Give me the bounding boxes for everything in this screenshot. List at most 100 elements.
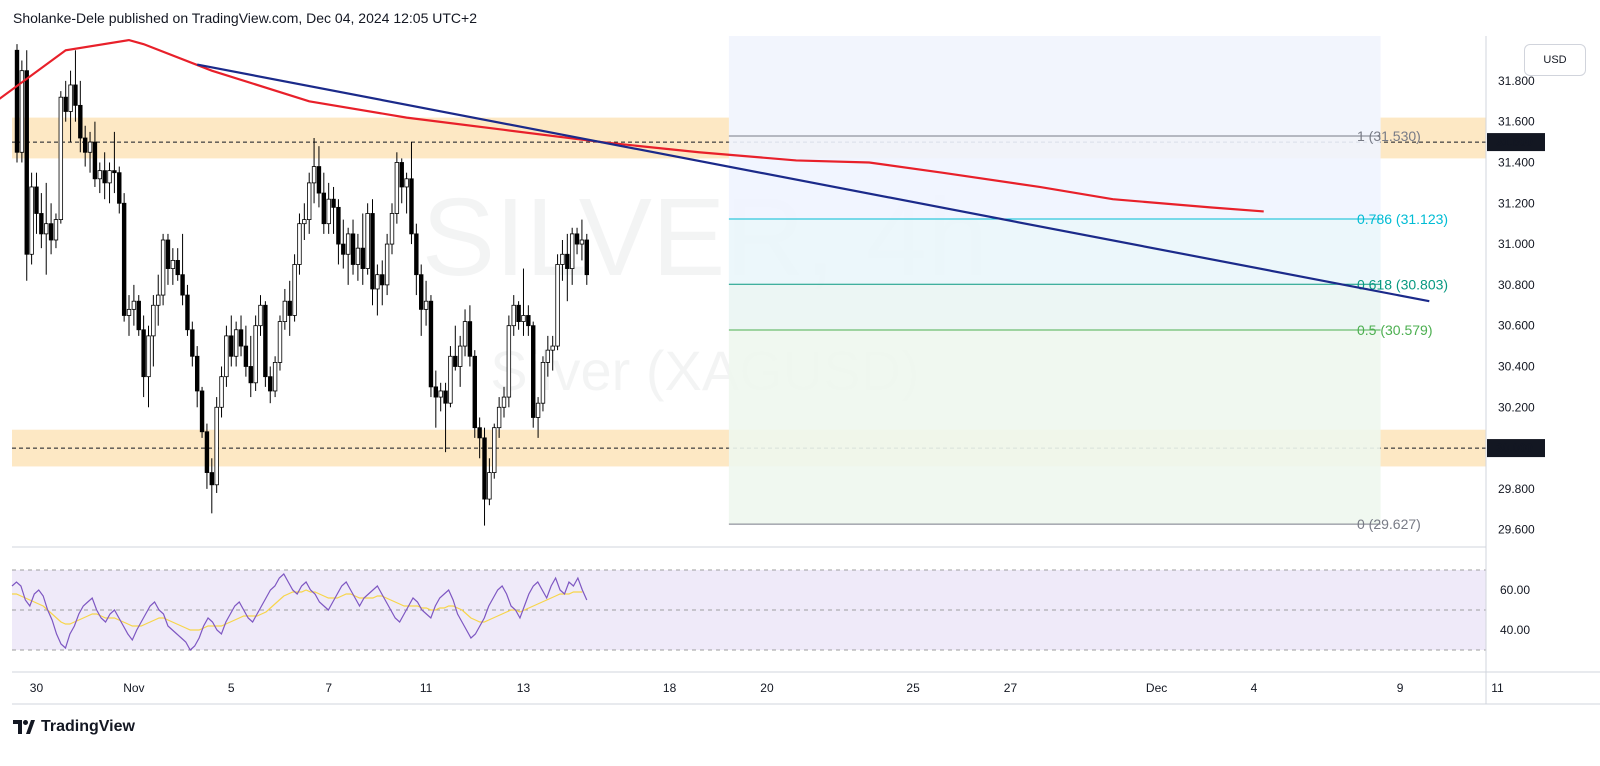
candle-body (365, 213, 370, 269)
candle-body (443, 390, 448, 404)
candle-body (472, 355, 477, 429)
candle-body (336, 206, 341, 245)
candle-body (180, 274, 185, 296)
candle-body (482, 437, 487, 500)
candle-body (151, 304, 156, 337)
time-tick-label: 27 (1004, 681, 1018, 695)
time-tick-label: 20 (760, 681, 774, 695)
candle-body (121, 202, 127, 316)
fib-extension-area (728, 36, 1381, 136)
candle-body (68, 84, 73, 112)
candle-body (238, 329, 244, 347)
candle-body (384, 243, 390, 286)
candle-body (53, 219, 59, 241)
rsi-tick-label: 40.00 (1500, 623, 1530, 637)
candle-body (214, 406, 219, 486)
price-tick-label: 30.600 (1498, 319, 1535, 333)
price-tick-label: 29.800 (1498, 482, 1535, 496)
candle-body (311, 166, 317, 184)
candle-body (574, 233, 580, 245)
candle-body (506, 325, 512, 398)
candle-body (345, 233, 351, 255)
candle-body (462, 321, 468, 347)
price-tick-label: 31.000 (1498, 237, 1535, 251)
tradingview-wordmark: TradingView (41, 718, 135, 735)
time-axis[interactable]: 30 Nov 5 7 11 13 18 20 25 27 Dec 4 9 11 (30, 681, 1504, 695)
candle-body (24, 70, 29, 255)
time-tick-label: Nov (123, 681, 144, 695)
candle-body (287, 300, 292, 316)
currency-button[interactable]: USD (1524, 44, 1586, 76)
candle-body (380, 274, 385, 286)
candle-body (448, 355, 453, 404)
candle-body (321, 192, 327, 225)
candle-body (550, 345, 555, 351)
candle-body (258, 304, 263, 327)
time-tick-label: 9 (1397, 681, 1404, 695)
time-tick-label: 4 (1251, 681, 1258, 695)
candle-body (233, 329, 239, 357)
candle-body (73, 84, 78, 106)
price-marker-bg (1487, 439, 1545, 458)
candle-body (146, 335, 151, 378)
candle-body (370, 213, 375, 290)
price-tick-label: 30.800 (1498, 278, 1535, 292)
candle-body (433, 386, 439, 398)
chart-frame (12, 36, 1600, 705)
candle-body (263, 304, 268, 378)
rsi-pane[interactable]: 60.00 40.00 (11, 569, 1530, 651)
candle-body (560, 253, 565, 265)
candle-body (565, 253, 570, 269)
candle-body (302, 219, 307, 225)
price-axis[interactable]: 29.600 29.800 30.200 30.400 30.600 30.800 31.0… (1487, 74, 1545, 537)
moving-average-line (0, 38, 1264, 213)
candle-body (112, 170, 117, 174)
candle-body (477, 427, 482, 439)
candle-body (190, 329, 195, 357)
candle-body (199, 390, 205, 433)
candle-body (78, 104, 83, 139)
candle-body (87, 141, 93, 153)
candle-body (394, 162, 400, 214)
candle-body (526, 315, 531, 327)
candle-body (63, 96, 68, 112)
candle-body (126, 308, 132, 316)
candle-body (243, 345, 249, 367)
tradingview-logo-icon (13, 720, 35, 734)
candle-body (268, 376, 273, 392)
candle-body (253, 325, 258, 384)
candle-body (131, 300, 137, 310)
candle-body (341, 243, 346, 255)
publish-attribution: Sholanke-Dele published on TradingView.c… (13, 10, 477, 26)
candlestick-series (14, 44, 589, 526)
candle-body (389, 213, 395, 245)
candle-body (496, 406, 502, 429)
candle-body (44, 223, 49, 235)
candle-body (97, 170, 102, 180)
price-marker-bg (1487, 133, 1545, 152)
candle-body (531, 325, 536, 418)
candle-body (375, 274, 380, 290)
candle-body (19, 70, 25, 153)
candle-body (229, 335, 234, 357)
candle-body (248, 366, 253, 384)
tradingview-logo[interactable]: TradingView (13, 718, 135, 736)
candle-body (555, 264, 560, 347)
candle-body (194, 355, 200, 392)
candle-body (467, 321, 473, 357)
candle-body (219, 376, 224, 408)
candle-body (316, 166, 322, 194)
time-tick-label: 5 (228, 681, 235, 695)
price-tick-label: 31.200 (1498, 196, 1535, 210)
candle-body (584, 239, 589, 276)
fib-level-label: 0 (29.627) (1357, 516, 1421, 532)
time-tick-label: 18 (663, 681, 677, 695)
time-tick-label: Dec (1146, 681, 1167, 695)
fib-band-2 (728, 284, 1381, 330)
candle-body (175, 259, 180, 276)
fib-level-label: 1 (31.530) (1357, 128, 1421, 144)
candle-body (204, 431, 210, 473)
candle-body (92, 141, 98, 180)
candle-body (282, 300, 288, 323)
